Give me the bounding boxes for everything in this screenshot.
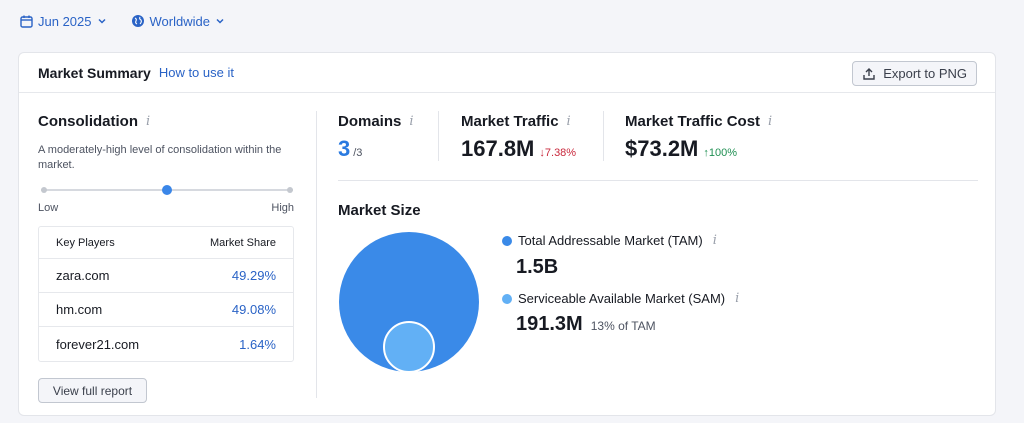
player-share: 1.64% [239,336,276,352]
header-key-players: Key Players [56,236,115,249]
calendar-icon [20,15,33,28]
market-summary-card: Market Summary How to use it Export to P… [18,52,996,416]
tam-label: Total Addressable Market (TAM) [518,233,703,248]
traffic-label-text: Market Traffic [461,113,559,130]
metric-divider [438,111,439,161]
metric-divider [603,111,604,161]
export-label: Export to PNG [883,66,967,81]
sam-value: 191.3M 13% of TAM [516,313,656,336]
player-share: 49.08% [231,302,276,317]
region-filter-label: Worldwide [149,13,210,29]
domains-label-text: Domains [338,113,402,130]
consolidation-slider [41,183,293,197]
sam-note: 13% of TAM [590,319,656,333]
consolidation-title-text: Consolidation [38,113,138,130]
cost-value: $73.2M ↑100% [625,136,772,162]
info-icon[interactable]: i [566,114,571,129]
date-filter-label: Jun 2025 [38,13,92,29]
consolidation-title: Consolidation i [38,113,296,130]
slider-knob [162,185,172,195]
player-domain: forever21.com [56,336,140,352]
chevron-down-icon [97,18,106,24]
info-icon[interactable]: i [409,114,414,129]
consolidation-description: A moderately-high level of consolidation… [38,144,282,171]
market-size-title: Market Size [338,202,421,219]
domains-label: Domains i [338,113,414,130]
cost-number: $73.2M [625,136,699,161]
column-divider [316,111,317,398]
tam-legend: Total Addressable Market (TAM) i [502,233,717,248]
slider-dot-high [287,187,293,193]
player-domain: hm.com [56,302,103,317]
sam-label: Serviceable Available Market (SAM) [518,291,726,306]
player-share: 49.29% [231,268,276,283]
domains-value: 3 /3 [338,136,414,162]
table-row: forever21.com 1.64% [39,327,293,361]
sam-circle [383,321,435,373]
player-domain: zara.com [56,268,110,283]
chevron-down-icon [216,18,224,24]
tam-legend-dot [502,235,512,246]
cost-metric: Market Traffic Cost i $73.2M ↑100% [625,113,772,162]
cost-label-text: Market Traffic Cost [625,113,761,130]
market-size-chart [339,232,479,373]
export-png-button[interactable]: Export to PNG [852,61,977,86]
region-filter[interactable]: Worldwide [131,12,225,30]
traffic-metric: Market Traffic i 167.8M ↓7.38% [461,113,576,162]
date-filter[interactable]: Jun 2025 [20,12,107,30]
domains-metric: Domains i 3 /3 [338,113,414,162]
card-title: Market Summary [38,64,151,81]
sam-legend-dot [502,293,512,304]
tam-number: 1.5B [516,256,559,278]
sam-number: 191.3M [516,313,583,335]
info-icon[interactable]: i [735,291,740,306]
table-header: Key Players Market Share [39,227,293,259]
view-full-report-button[interactable]: View full report [38,378,147,403]
traffic-label: Market Traffic i [461,113,576,130]
globe-icon [131,15,144,27]
info-icon[interactable]: i [146,114,151,129]
metrics-divider [338,180,978,181]
filters-bar: Jun 2025 Worldwide [20,12,225,30]
slider-labels: Low High [38,202,294,214]
tam-value: 1.5B [516,256,558,279]
slider-high-label: High [271,202,294,214]
table-row: zara.com 49.29% [39,259,293,293]
domains-count[interactable]: 3 [338,136,351,161]
cost-label: Market Traffic Cost i [625,113,772,130]
traffic-number: 167.8M [461,136,535,161]
key-players-table: Key Players Market Share zara.com 49.29%… [38,226,294,362]
slider-low-label: Low [38,202,59,214]
traffic-change: ↓7.38% [539,147,577,159]
table-row: hm.com 49.08% [39,293,293,327]
tam-circle [339,232,479,372]
domains-total: /3 [353,147,363,159]
upload-icon [863,67,875,80]
card-header: Market Summary How to use it [19,53,995,93]
traffic-value: 167.8M ↓7.38% [461,136,576,162]
cost-change: ↑100% [703,147,738,159]
slider-dot-low [41,187,47,193]
header-market-share: Market Share [209,236,276,249]
info-icon[interactable]: i [768,114,773,129]
info-icon[interactable]: i [712,233,717,248]
how-to-use-link[interactable]: How to use it [158,65,234,80]
consolidation-panel: Consolidation i A moderately-high level … [38,113,296,403]
sam-legend: Serviceable Available Market (SAM) i [502,291,739,306]
